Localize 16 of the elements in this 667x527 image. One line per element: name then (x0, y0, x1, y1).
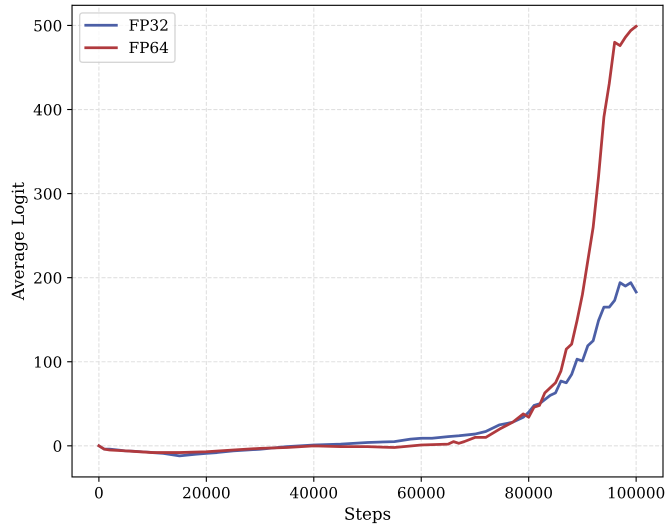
y-tick-label: 500 (34, 20, 62, 32)
y-tick-label: 300 (34, 188, 62, 200)
legend-label: FP64 (129, 42, 168, 54)
x-axis-title: Steps (345, 507, 390, 524)
x-tick-label: 20000 (183, 486, 230, 498)
x-tick-label: 100000 (608, 486, 664, 498)
y-tick-label: 0 (54, 440, 62, 452)
x-tick-label: 60000 (398, 486, 445, 498)
x-tick-label: 40000 (290, 486, 338, 498)
y-tick-label: 200 (34, 272, 62, 284)
x-tick-label: 80000 (505, 486, 552, 498)
y-tick-label: 400 (34, 104, 62, 116)
legend-label: FP32 (129, 19, 168, 31)
x-tick-label: 0 (95, 486, 103, 498)
y-axis-title: Average Logit (12, 182, 28, 300)
y-tick-label: 100 (35, 356, 62, 368)
